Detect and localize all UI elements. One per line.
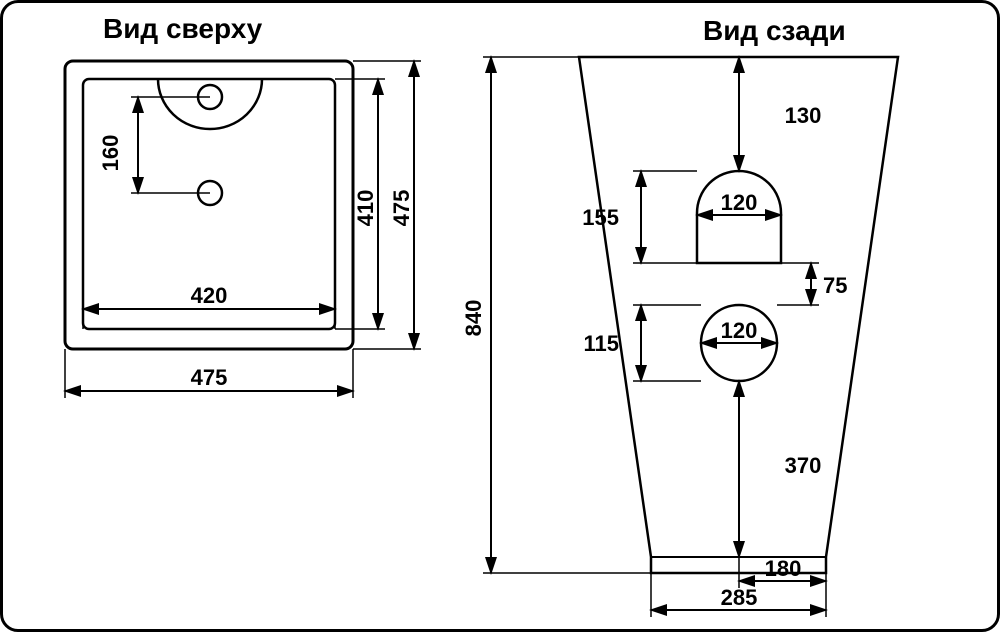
dim-slot-w: 120 xyxy=(721,190,758,215)
dim-base-outer: 285 xyxy=(721,585,758,610)
dim-outer-h: 475 xyxy=(389,190,414,227)
dim-circle-h: 115 xyxy=(584,331,620,356)
dim-base-inner: 180 xyxy=(765,556,802,581)
dim-inner-w: 420 xyxy=(191,283,228,308)
dim-outer-w: 475 xyxy=(191,365,228,390)
top-view-drawing: 160 420 475 410 475 xyxy=(65,61,421,398)
dim-inner-h: 410 xyxy=(353,190,378,227)
dim-top-gap: 130 xyxy=(785,103,822,128)
dim-hole-spacing: 160 xyxy=(98,135,123,172)
dim-height: 840 xyxy=(461,300,486,337)
dim-bottom-gap: 370 xyxy=(785,453,822,478)
dim-circle-d: 120 xyxy=(721,318,758,343)
dim-mid-gap: 75 xyxy=(823,273,847,298)
rear-view-drawing: 840 130 155 120 75 120 115 370 180 285 xyxy=(461,57,898,617)
dim-slot-h: 155 xyxy=(582,205,619,230)
